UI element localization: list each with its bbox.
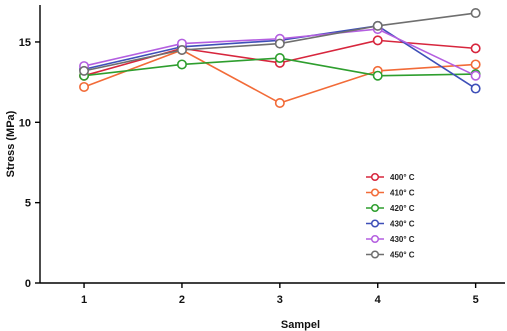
legend-item: 430° C [366, 219, 415, 229]
legend-item: 450° C [366, 250, 415, 260]
y-tick-label: 15 [19, 37, 31, 49]
data-point [176, 59, 187, 70]
legend-item: 420° C [366, 203, 415, 213]
data-point [274, 38, 285, 49]
x-tick-label: 2 [179, 294, 185, 306]
data-point [274, 53, 285, 64]
legend-label: 430° C [390, 235, 415, 244]
legend-swatch-marker [370, 188, 380, 197]
legend: 400° C 410° C 420° C 430° C 430° C 450° C [366, 172, 415, 260]
x-tick-label: 3 [277, 294, 283, 306]
data-point [470, 83, 481, 94]
data-point [274, 98, 285, 109]
y-tick-label: 10 [19, 117, 31, 129]
legend-swatch-marker [370, 234, 380, 244]
legend-label: 430° C [390, 220, 415, 229]
legend-item: 410° C [366, 188, 415, 198]
legend-item: 400° C [366, 172, 415, 182]
data-point [470, 43, 481, 54]
data-point [470, 70, 481, 81]
x-tick-label: 4 [375, 294, 382, 306]
data-point [372, 70, 383, 81]
x-tick-label: 5 [473, 294, 479, 306]
y-tick-label: 5 [25, 198, 31, 210]
ticks-group: 0 5 10 15 1 2 3 4 5 [19, 37, 479, 306]
legend-swatch-marker [370, 203, 380, 213]
legend-item: 430° C [366, 234, 415, 244]
y-axis-title: Stress (MPa) [5, 110, 17, 177]
data-point [470, 8, 481, 19]
axes-group [39, 5, 505, 284]
legend-label: 450° C [390, 251, 415, 260]
legend-label: 420° C [390, 204, 415, 213]
data-point [372, 20, 383, 31]
data-point [176, 44, 187, 55]
data-point [79, 81, 90, 92]
data-point [470, 59, 481, 70]
data-point [79, 65, 90, 76]
series-group [79, 8, 481, 109]
legend-swatch-marker [370, 172, 380, 182]
data-point [372, 35, 383, 46]
y-tick-label: 0 [25, 278, 31, 290]
series-6 [79, 8, 481, 76]
legend-label: 400° C [390, 173, 415, 182]
legend-swatch-marker [370, 250, 380, 259]
legend-label: 410° C [390, 189, 415, 198]
x-tick-label: 1 [81, 294, 87, 306]
x-axis-title: Sampel [281, 319, 320, 331]
legend-swatch-marker [370, 219, 380, 228]
